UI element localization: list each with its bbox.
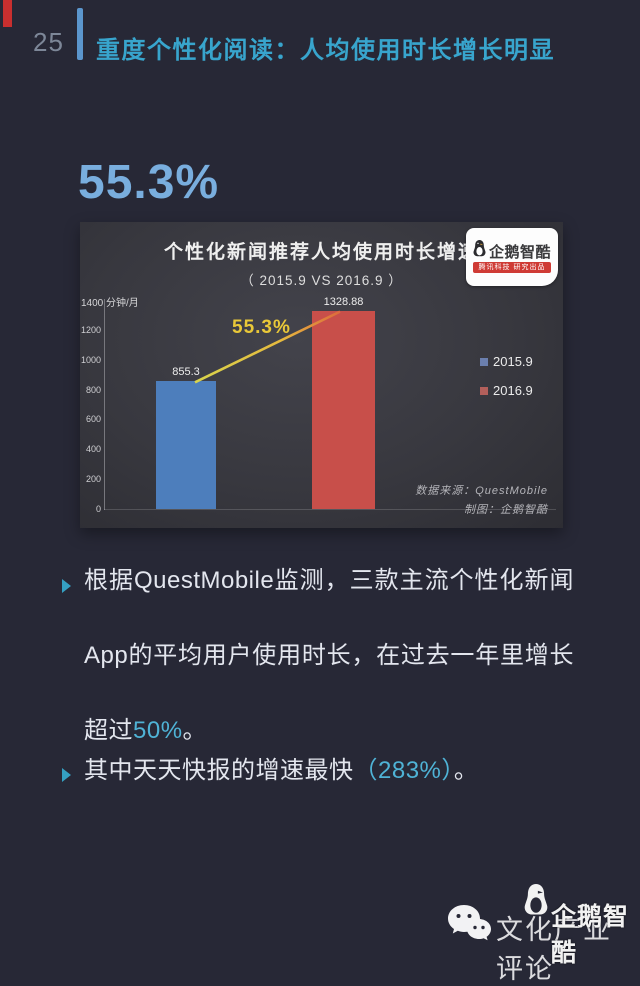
headline-stat: 55.3% <box>78 156 220 209</box>
legend-item: 2016.9 <box>480 383 533 398</box>
bullet-text-segment: 其中天天快报的增速最快 <box>84 757 354 784</box>
y-tick-label: 1000 <box>80 354 101 365</box>
x-axis-line <box>104 509 556 510</box>
wechat-icon <box>446 903 492 952</box>
y-axis-line <box>104 299 105 510</box>
title-accent-bar <box>77 8 83 60</box>
bar-2016.9 <box>312 310 375 509</box>
badge-tagline: 腾讯科技 研究出品 <box>473 262 551 273</box>
legend-label: 2015.9 <box>493 354 533 369</box>
chart-source: 数据来源：QuestMobile <box>415 485 548 497</box>
chart-title: 个性化新闻推荐人均使用时长增速 <box>163 242 479 263</box>
chart-panel: 个性化新闻推荐人均使用时长增速 （ 2015.9 VS 2016.9 ） 企鹅智… <box>80 222 563 528</box>
legend-swatch <box>480 357 488 366</box>
bullet-item: 其中天天快报的增速最快（283%）。 <box>84 733 604 808</box>
bullet-text-segment: 根据QuestMobile监测，三款主流个性化新闻App的平均用户使用时长，在过… <box>84 567 574 744</box>
y-tick-label: 200 <box>85 474 101 485</box>
bar-value-label: 855.3 <box>172 366 200 379</box>
growth-percent-label: 55.3% <box>232 317 291 338</box>
penguin-intelligence-badge: 企鹅智酷 腾讯科技 研究出品 <box>466 228 558 286</box>
penguin-watermark-icon <box>523 884 549 921</box>
y-tick-label: 800 <box>85 384 101 395</box>
bullet-item: 根据QuestMobile监测，三款主流个性化新闻App的平均用户使用时长，在过… <box>84 543 574 768</box>
badge-brand-text: 企鹅智酷 <box>489 243 552 261</box>
bullet-text-segment: 。 <box>182 717 208 744</box>
bar-2015.9 <box>156 381 216 509</box>
y-tick-label: 0 <box>95 504 101 514</box>
page-number: 25 <box>33 27 64 57</box>
bullet-highlight: 50% <box>133 717 183 744</box>
chart-subtitle: （ 2015.9 VS 2016.9 ） <box>240 273 403 288</box>
y-axis-unit-label: 1400 分钟/月 <box>81 298 139 309</box>
legend-label: 2016.9 <box>493 383 533 398</box>
y-tick-label: 400 <box>85 444 101 455</box>
legend-item: 2015.9 <box>480 354 533 369</box>
bullet-triangle-icon <box>62 768 71 782</box>
bullet-triangle-icon <box>62 579 71 593</box>
brand-watermark-text: 企鹅智酷 <box>551 903 630 967</box>
y-tick-label: 1200 <box>80 324 101 335</box>
page-title: 重度个性化阅读：人均使用时长增长明显 <box>96 37 555 64</box>
penguin-icon <box>473 240 486 262</box>
chart-credit: 制图：企鹅智酷 <box>464 504 548 516</box>
bullet-text-segment: 。 <box>453 757 479 784</box>
bullet-highlight: （283%） <box>353 757 454 784</box>
legend-swatch <box>480 386 488 395</box>
y-tick-label: 600 <box>85 414 101 425</box>
bar-value-label: 1328.88 <box>323 295 364 308</box>
corner-red-mark <box>3 0 12 27</box>
